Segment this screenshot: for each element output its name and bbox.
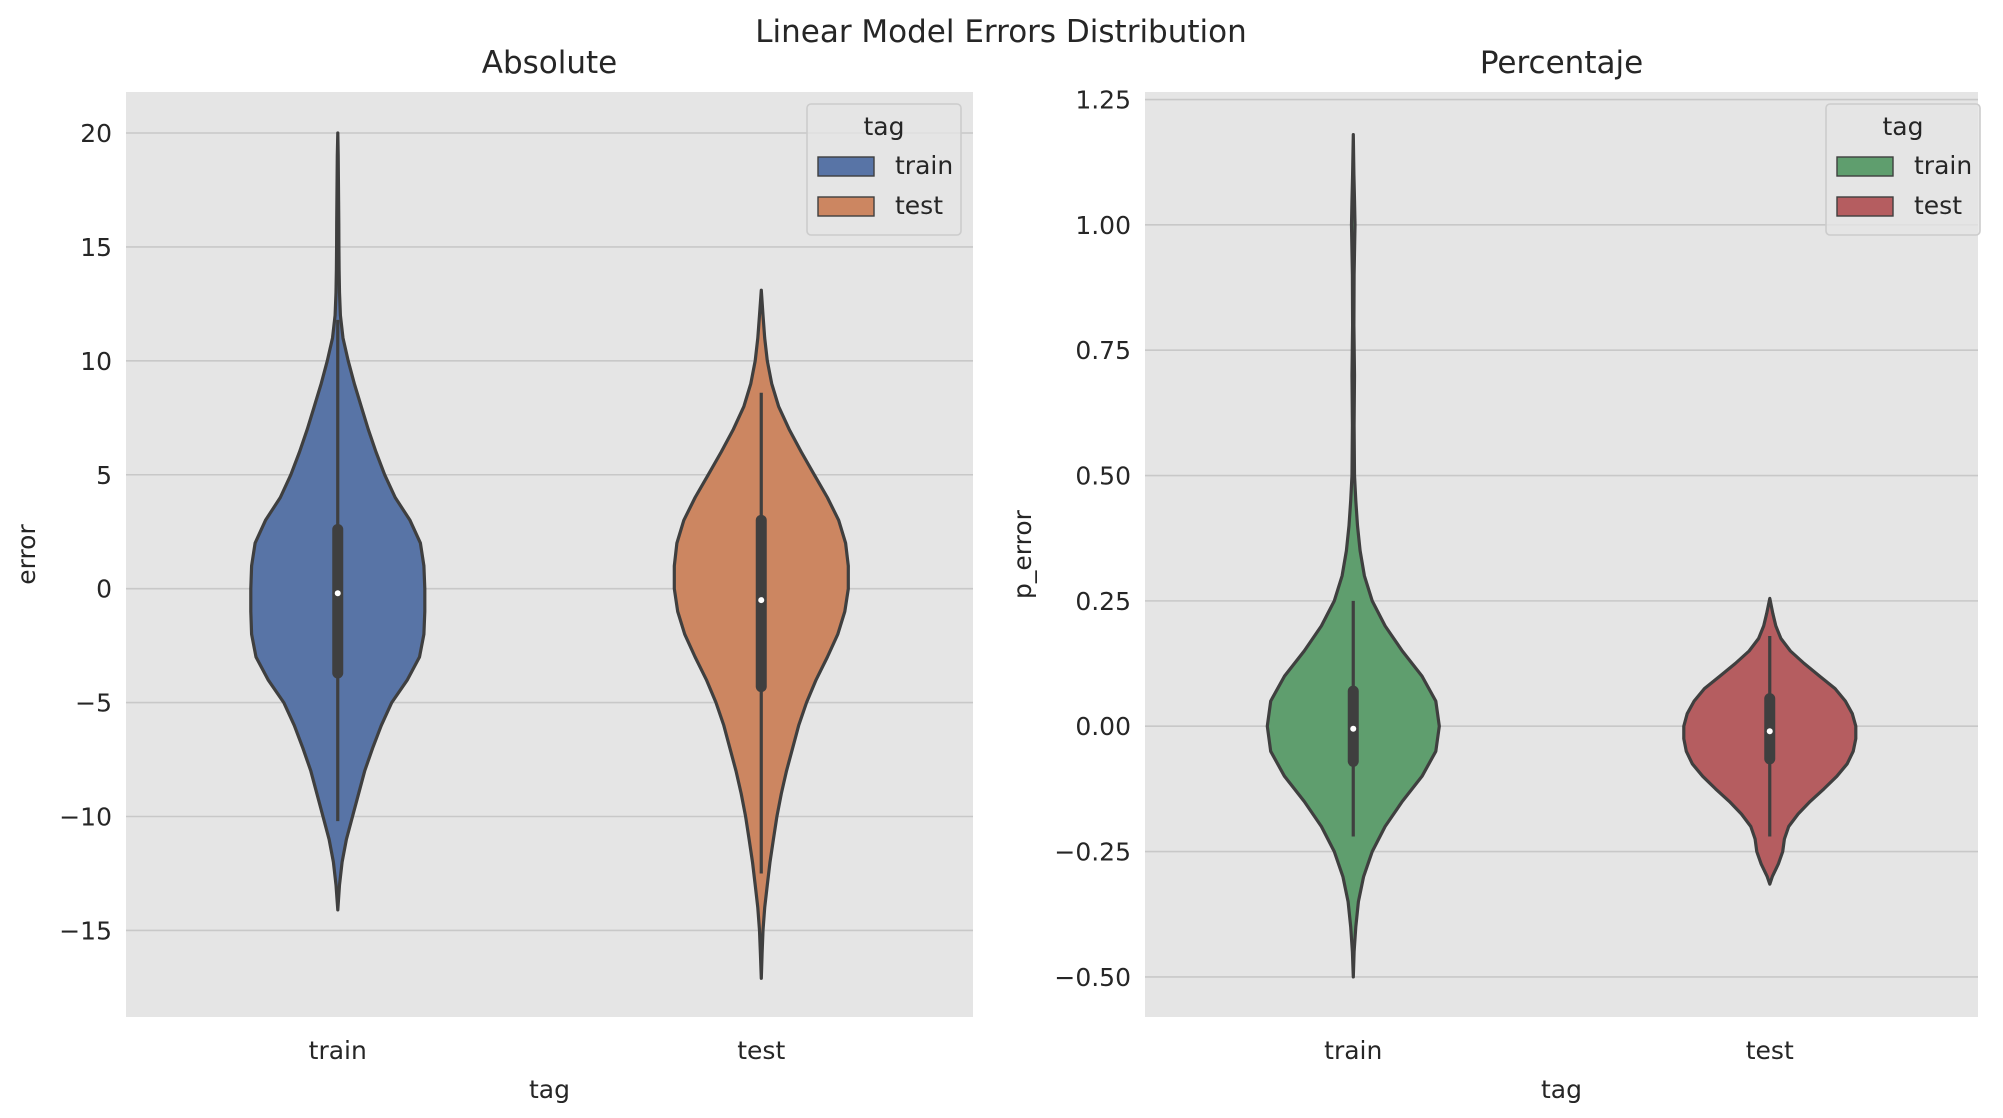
median-test	[1766, 728, 1773, 735]
figure-title: Linear Model Errors Distribution	[755, 14, 1247, 50]
x-tick-label: test	[737, 1036, 785, 1065]
legend-swatch-test	[817, 196, 875, 217]
legend: tag train test	[806, 103, 962, 236]
y-tick-label: 5	[96, 461, 112, 490]
subplot-title: Percentaje	[1480, 45, 1643, 81]
y-tick-label: 0.25	[1075, 587, 1131, 616]
y-tick-label: 1.25	[1075, 86, 1131, 115]
legend-title: tag	[864, 112, 905, 141]
y-tick-label: 0.00	[1075, 712, 1131, 741]
median-train	[1350, 725, 1357, 732]
y-axis-label: error	[12, 524, 41, 585]
legend-label-test: test	[1914, 191, 1962, 220]
plot-area	[1145, 92, 1978, 1017]
y-tick-label: 1.00	[1075, 211, 1131, 240]
absolute-error-subplot: −15 −10 −5 0 5 10 15 20 train test tag error Absolut…	[12, 45, 973, 1104]
y-tick-label: −0.25	[1054, 838, 1131, 867]
x-tick-label: test	[1746, 1036, 1794, 1065]
legend-label-test: test	[895, 191, 943, 220]
legend-label-train: train	[1914, 151, 1972, 180]
legend: tag train test	[1825, 103, 1981, 236]
y-tick-label: 0.75	[1075, 336, 1131, 365]
x-tick-label: train	[1324, 1036, 1382, 1065]
y-tick-label: −15	[59, 916, 112, 945]
y-axis-label: p_error	[1008, 509, 1037, 599]
y-tick-label: −10	[59, 803, 112, 832]
y-tick-label: 0	[96, 575, 112, 604]
median-train	[334, 590, 341, 597]
x-axis-label: tag	[529, 1075, 570, 1104]
y-tick-label: −5	[75, 689, 112, 718]
legend-swatch-test	[1836, 196, 1894, 217]
y-tick-label: −0.50	[1054, 963, 1131, 992]
median-test	[758, 597, 765, 604]
y-tick-label: 10	[80, 347, 112, 376]
legend-title: tag	[1883, 112, 1924, 141]
violin-train	[1265, 133, 1441, 979]
x-tick-label: train	[309, 1036, 367, 1065]
legend-swatch-train	[1836, 156, 1894, 177]
y-tick-label: 20	[80, 119, 112, 148]
legend-label-train: train	[895, 151, 953, 180]
y-tick-label: 0.50	[1075, 462, 1131, 491]
legend-swatch-train	[817, 156, 875, 177]
y-tick-label: 15	[80, 233, 112, 262]
subplot-title: Absolute	[482, 45, 618, 81]
x-axis-label: tag	[1541, 1075, 1582, 1104]
